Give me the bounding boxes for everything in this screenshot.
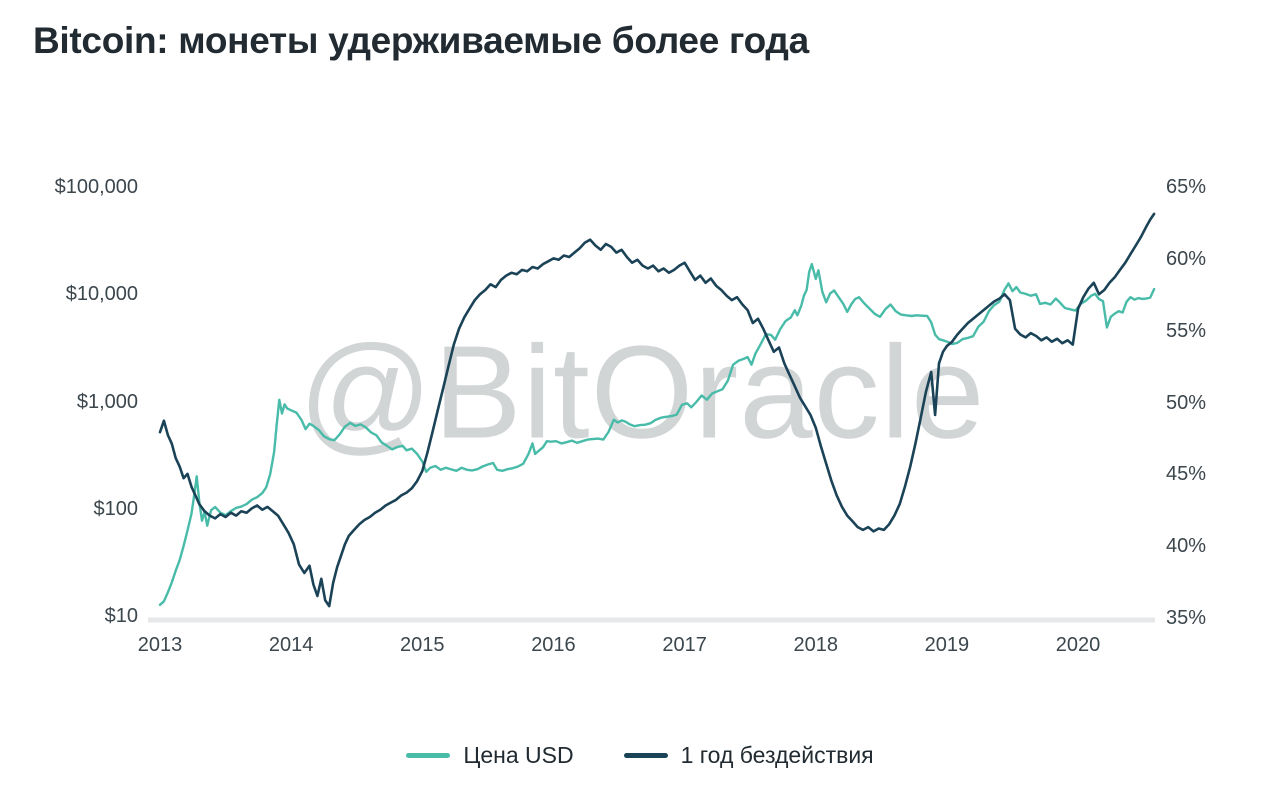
y-axis-label-right: 55% <box>1166 319 1207 342</box>
x-axis-label: 2019 <box>924 634 970 656</box>
chart-legend: Цена USD 1 год бездействия <box>0 742 1280 769</box>
legend-swatch-hodl <box>623 753 668 758</box>
legend-item-hodl: 1 год бездействия <box>623 742 874 769</box>
y-axis-label-left: $100,000 <box>54 176 138 198</box>
y-axis-label-right: 40% <box>1166 535 1207 558</box>
y-axis-right: 65% 60% 55% 50% 45% 40% 35% <box>1166 0 1266 700</box>
y-axis-label-right: 45% <box>1166 463 1207 486</box>
y-axis-label-left: $100 <box>93 497 139 520</box>
y-axis-label-left: $1,000 <box>76 390 138 413</box>
legend-item-price: Цена USD <box>406 742 574 769</box>
legend-label-price: Цена USD <box>463 742 574 768</box>
x-axis: 2013 2014 2015 2016 2017 2018 2019 2020 <box>0 634 1280 666</box>
y-axis-label-right: 35% <box>1166 607 1207 629</box>
x-axis-label: 2014 <box>268 634 314 656</box>
legend-swatch-price <box>406 753 451 758</box>
x-axis-label: 2020 <box>1055 634 1101 656</box>
y-axis-label-right: 50% <box>1166 391 1207 414</box>
y-axis-label-left: $10,000 <box>65 283 138 306</box>
y-axis-label-left: $10 <box>104 605 138 627</box>
chart-title: Bitcoin: монеты удерживаемые более года <box>33 20 809 61</box>
x-axis-label: 2017 <box>662 634 707 656</box>
price-line <box>158 262 1156 606</box>
x-axis-label: 2018 <box>793 634 839 656</box>
x-axis-label: 2015 <box>400 634 445 656</box>
x-axis-label: 2016 <box>531 634 576 656</box>
legend-label-hodl: 1 год бездействия <box>680 742 874 768</box>
y-axis-label-right: 65% <box>1166 176 1207 198</box>
hodl-line <box>158 212 1156 608</box>
y-axis-label-right: 60% <box>1166 247 1207 270</box>
x-axis-label: 2013 <box>137 634 183 656</box>
y-axis-left: $100,000 $10,000 $1,000 $100 $10 <box>20 0 138 700</box>
